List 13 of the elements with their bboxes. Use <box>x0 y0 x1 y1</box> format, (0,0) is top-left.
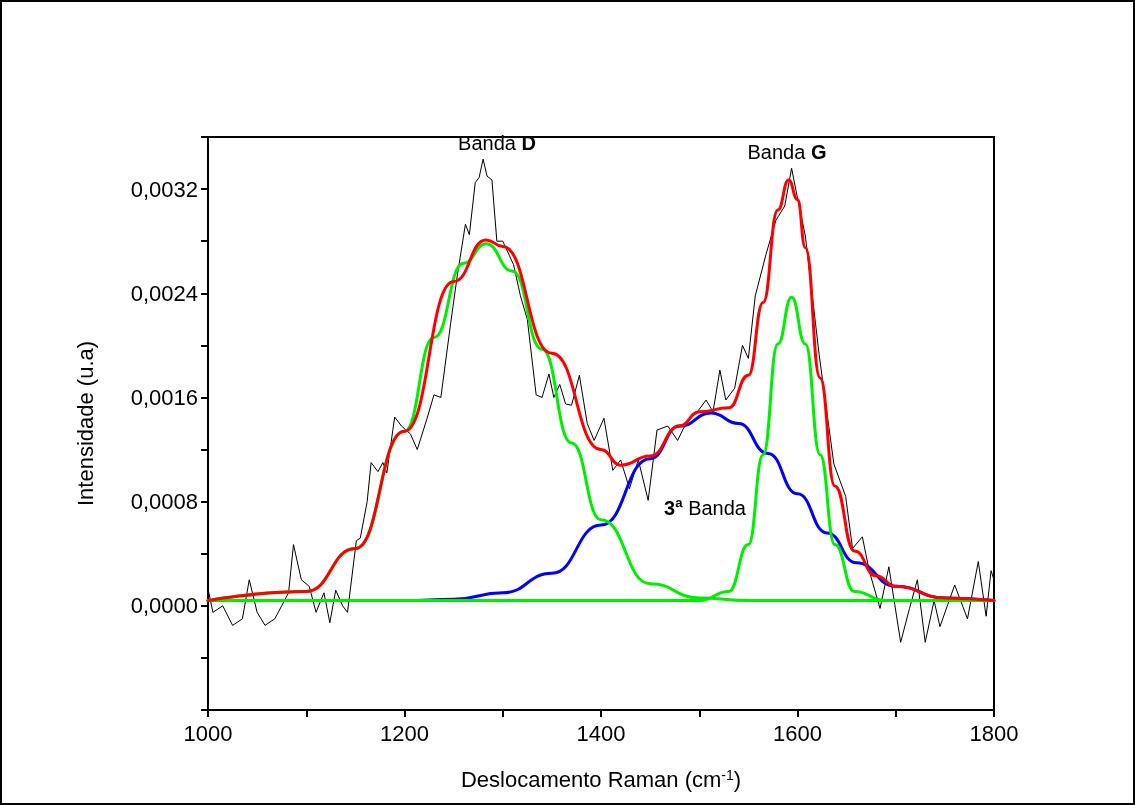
x-tick-label: 1800 <box>969 720 1019 746</box>
y-tick-label: 0,0016 <box>130 384 198 410</box>
y-tick-label: 0,0024 <box>130 280 198 306</box>
x-tick-label: 1000 <box>183 720 233 746</box>
y-tick-label: 0,0032 <box>130 176 198 202</box>
y-tick-label: 0,0000 <box>130 593 198 619</box>
x-tick-label: 1200 <box>380 720 429 746</box>
x-tick-label: 1600 <box>773 720 822 746</box>
y-axis-title: Intensidade (u.a) <box>72 340 98 507</box>
y-tick-label: 0,0008 <box>130 489 198 515</box>
x-tick-label: 1400 <box>576 720 626 746</box>
annotation: Banda G <box>747 141 827 163</box>
annotation: 3ª Banda <box>664 497 747 519</box>
